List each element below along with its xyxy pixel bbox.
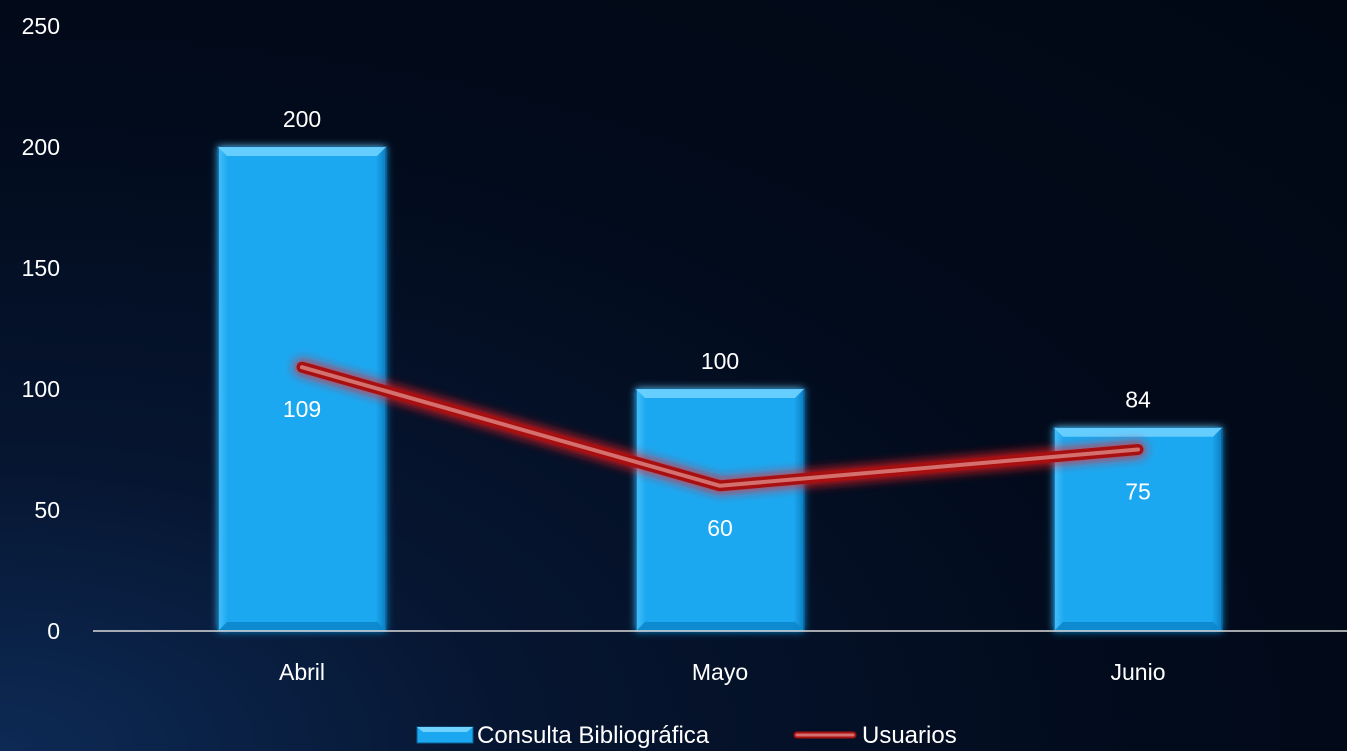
- x-tick-label: Junio: [1111, 659, 1166, 685]
- line-data-label: 75: [1125, 479, 1151, 505]
- line-data-labels: 109 60 75: [283, 396, 1151, 541]
- x-axis: Abril Mayo Junio: [279, 659, 1166, 685]
- bar-data-label: 100: [701, 348, 739, 374]
- line-data-label: 109: [283, 396, 321, 422]
- line-series: [294, 359, 1146, 494]
- legend-swatch-bar: [416, 726, 474, 744]
- legend-label-bar: Consulta Bibliográfica: [477, 722, 710, 749]
- bar-series: [217, 146, 1223, 632]
- y-tick-label: 50: [34, 497, 60, 523]
- legend: Consulta Bibliográfica Usuarios: [416, 722, 957, 749]
- legend-label-line: Usuarios: [862, 722, 957, 749]
- bar-data-label: 200: [283, 106, 321, 132]
- y-axis: 0 50 100 150 200 250: [22, 13, 60, 644]
- y-tick-label: 150: [22, 255, 60, 281]
- x-tick-label: Mayo: [692, 659, 748, 685]
- x-tick-label: Abril: [279, 659, 325, 685]
- line-highlight: [300, 365, 1140, 488]
- bar-data-label: 84: [1125, 387, 1151, 413]
- bar: [635, 388, 805, 632]
- y-tick-label: 100: [22, 376, 60, 402]
- y-tick-label: 250: [22, 13, 60, 39]
- y-tick-label: 200: [22, 134, 60, 160]
- y-tick-label: 0: [47, 618, 60, 644]
- bar-data-labels: 200 100 84: [283, 106, 1151, 413]
- line-data-label: 60: [707, 515, 733, 541]
